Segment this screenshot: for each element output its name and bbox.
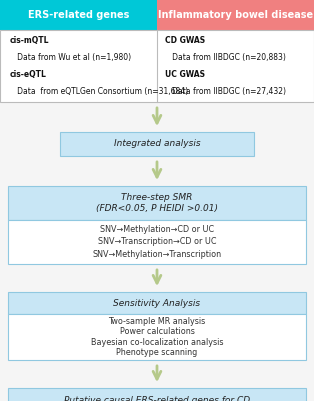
- Text: Three-step SMR
(FDR<0.05, P HEIDI >0.01): Three-step SMR (FDR<0.05, P HEIDI >0.01): [96, 193, 218, 213]
- Text: Power calculations: Power calculations: [120, 327, 194, 336]
- Bar: [8, 388, 306, 401]
- Text: Putative causal ERS-related genes for CD
and UC: Putative causal ERS-related genes for CD…: [64, 396, 250, 401]
- Bar: [8, 314, 306, 360]
- Bar: [8, 292, 306, 314]
- Text: Data  from eQTLGen Consortium (n=31,684): Data from eQTLGen Consortium (n=31,684): [10, 87, 188, 95]
- Bar: [0, 30, 314, 102]
- Text: Bayesian co-localization analysis: Bayesian co-localization analysis: [91, 338, 223, 347]
- Text: Data from IIBDGC (n=20,883): Data from IIBDGC (n=20,883): [165, 53, 286, 62]
- Bar: [60, 132, 254, 156]
- Text: Sensitivity Analysis: Sensitivity Analysis: [113, 298, 201, 308]
- Text: SNV→Transcription→CD or UC: SNV→Transcription→CD or UC: [98, 237, 216, 247]
- Text: Integrated analysis: Integrated analysis: [114, 140, 200, 148]
- Text: ERS-related genes: ERS-related genes: [28, 10, 129, 20]
- Text: Two-sample MR analysis: Two-sample MR analysis: [108, 317, 206, 326]
- Bar: [8, 186, 306, 220]
- Text: Phenotype scanning: Phenotype scanning: [116, 348, 198, 357]
- Text: cis-mQTL: cis-mQTL: [10, 36, 50, 45]
- Text: Data from IIBDGC (n=27,432): Data from IIBDGC (n=27,432): [165, 87, 286, 95]
- Text: SNV→Methylation→Transcription: SNV→Methylation→Transcription: [92, 251, 222, 259]
- Bar: [157, 0, 314, 30]
- Bar: [8, 220, 306, 264]
- Text: Inflammatory bowel disease: Inflammatory bowel disease: [158, 10, 313, 20]
- Text: CD GWAS: CD GWAS: [165, 36, 205, 45]
- Bar: [0, 0, 157, 30]
- Text: cis-eQTL: cis-eQTL: [10, 70, 47, 79]
- Text: SNV→Methylation→CD or UC: SNV→Methylation→CD or UC: [100, 225, 214, 233]
- Text: UC GWAS: UC GWAS: [165, 70, 205, 79]
- Text: Data from Wu et al (n=1,980): Data from Wu et al (n=1,980): [10, 53, 131, 62]
